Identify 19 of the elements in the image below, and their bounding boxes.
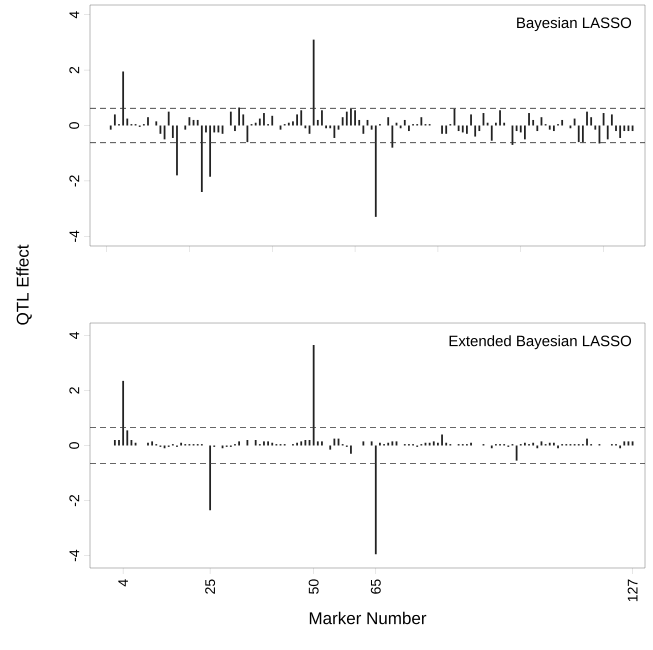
y-tick-label: 4: [70, 11, 80, 18]
x-tick-label: 127: [628, 580, 638, 602]
x-tick-label: 4: [118, 579, 128, 586]
x-tick-label: 65: [370, 579, 381, 594]
y-tick-label: 2: [69, 66, 80, 74]
y-tick-label: -4: [70, 230, 80, 242]
y-tick-label: -2: [69, 495, 80, 506]
annotation: Bayesian LASSO: [517, 17, 632, 32]
annotation: Extended Bayesian LASSO: [450, 335, 632, 350]
y-tick-label: -2: [69, 175, 80, 186]
y-tick-label: 0: [69, 442, 80, 449]
x-axis-title: Marker Number: [310, 612, 426, 624]
y-tick-label: 2: [69, 387, 80, 394]
y-tick-label: 4: [70, 332, 80, 339]
x-tick-label: 50: [308, 579, 319, 594]
y-tick-label: -4: [70, 550, 80, 562]
x-tick-label: 25: [205, 579, 216, 594]
y-axis-title: QTL Effect: [16, 244, 32, 325]
y-tick-label: 0: [69, 122, 80, 129]
